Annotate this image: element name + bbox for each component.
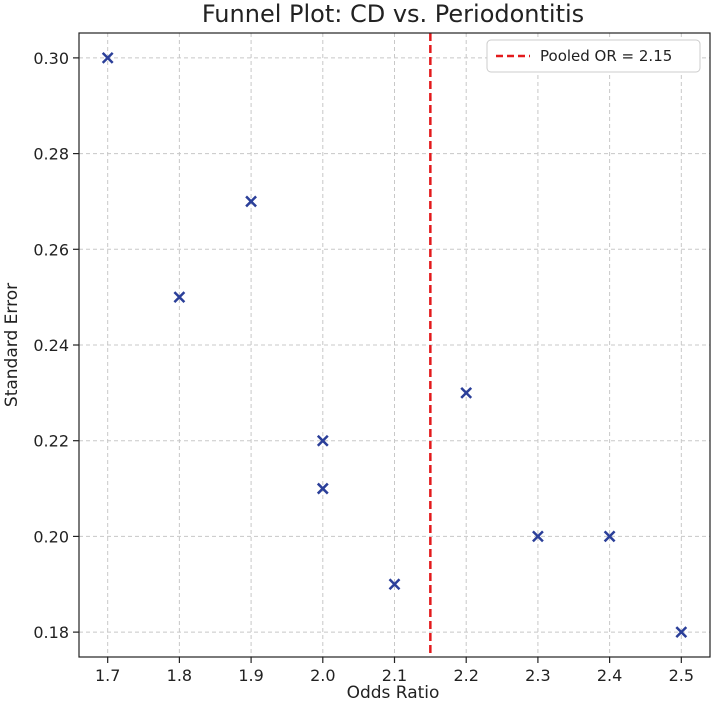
legend-box (486, 39, 701, 73)
x-tick-label: 2.1 (382, 666, 407, 685)
y-axis-label: Standard Error (2, 283, 22, 407)
data-points (101, 51, 688, 639)
y-tick-label: 0.28 (33, 145, 69, 164)
data-point-stroke (532, 530, 544, 543)
legend: Pooled OR = 2.15 (486, 39, 701, 73)
y-tick-label: 0.30 (33, 49, 69, 68)
x-tick-label: 2.2 (453, 666, 478, 685)
data-point (101, 51, 114, 64)
y-axis-ticks: 0.18 0.20 0.22 0.24 0.26 0.28 0.30 (33, 49, 79, 642)
data-point-stroke (316, 434, 329, 447)
x-tick-label: 2.4 (597, 666, 622, 685)
x-tick-label: 2.5 (669, 666, 694, 685)
x-tick-label: 1.7 (95, 666, 120, 685)
data-point (603, 530, 616, 543)
data-point-stroke (316, 482, 329, 495)
data-point-stroke (173, 291, 186, 304)
data-point (173, 291, 186, 304)
data-point-stroke (460, 386, 473, 399)
y-tick-label: 0.26 (33, 240, 69, 259)
data-point (460, 386, 473, 399)
data-point-stroke (603, 530, 616, 543)
y-tick-label: 0.22 (33, 432, 69, 451)
x-tick-label: 2.3 (525, 666, 550, 685)
y-tick-label: 0.24 (33, 336, 69, 355)
legend-label: Pooled OR = 2.15 (540, 47, 672, 65)
x-axis-label: Odds Ratio (347, 683, 440, 703)
y-tick-label: 0.20 (33, 527, 69, 546)
data-point-stroke (388, 578, 401, 591)
data-point-stroke (245, 195, 257, 208)
data-point (245, 195, 257, 208)
data-point (675, 626, 688, 639)
data-point-stroke (101, 51, 114, 64)
data-point (532, 530, 544, 543)
y-tick-label: 0.18 (33, 623, 69, 642)
x-axis-ticks: 1.7 1.8 1.9 2.0 2.1 2.2 2.3 2.4 2.5 (95, 657, 694, 685)
data-point (316, 434, 329, 447)
data-point (388, 578, 401, 591)
data-point-stroke (675, 626, 688, 639)
x-tick-label: 2.0 (310, 666, 335, 685)
data-point (316, 482, 329, 495)
x-tick-label: 1.8 (167, 666, 192, 685)
grid-lines (79, 33, 710, 657)
chart-title: Funnel Plot: CD vs. Periodontitis (202, 0, 584, 28)
x-tick-label: 1.9 (238, 666, 263, 685)
